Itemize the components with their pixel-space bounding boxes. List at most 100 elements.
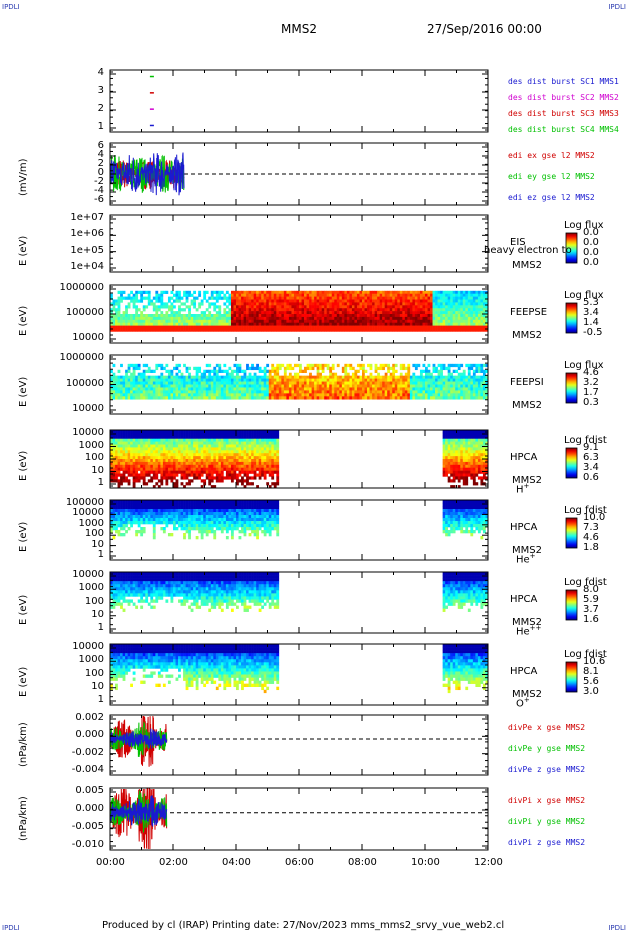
colorbar-title: Log flux [564, 220, 604, 231]
series-legend-label: divPe y gse MMS2 [508, 744, 586, 753]
series-legend-label: divPi y gse MMS2 [508, 817, 586, 826]
y-tick-label: -4 [94, 185, 104, 196]
colorbar-value: -0.5 [583, 327, 603, 338]
colorbar-value: 0.0 [583, 257, 599, 268]
y-tick-label: 10000 [72, 569, 104, 580]
series-legend-label: divPi x gse MMS2 [508, 796, 586, 805]
y-tick-label: 100 [84, 667, 104, 679]
y-tick-label: -0.010 [71, 839, 104, 850]
colorbar-value: 7.3 [583, 522, 599, 533]
y-tick-label: 10 [91, 608, 104, 620]
y-tick-label: -2 [94, 176, 104, 187]
colorbar [565, 589, 578, 621]
series-line-2 [110, 721, 168, 757]
panel-divpi [109, 787, 489, 851]
colorbar-value: 5.6 [583, 676, 599, 687]
colorbar [565, 447, 578, 479]
colorbar-title: Log fdist [564, 435, 607, 446]
y-axis-label: (mV/m) [18, 158, 29, 197]
y-tick-label: 2 [97, 158, 104, 169]
instrument-label: HPCA [510, 594, 538, 605]
y-tick-label: 6 [97, 140, 104, 151]
spacecraft-label: MMS2 [512, 330, 542, 341]
y-tick-label: 1 [97, 549, 104, 560]
y-tick-label: 1e+05 [70, 244, 104, 256]
footer-text: Produced by cl (IRAP) Printing date: 27/… [102, 920, 505, 931]
panel-edi [109, 142, 489, 206]
colorbar-title: Log flux [564, 360, 604, 371]
colorbar [565, 661, 578, 693]
y-axis-label: E (eV) [18, 594, 29, 625]
panel-feepsi [109, 354, 489, 415]
y-axis-label: E (eV) [18, 521, 29, 552]
corner-label-bottom-left: IPDLI [2, 924, 20, 932]
y-tick-label: 1000 [78, 654, 104, 666]
y-tick-label: 1 [97, 694, 104, 705]
colorbar-value: 1.7 [583, 387, 599, 398]
series-legend-label: des dist burst SC1 MMS1 [508, 77, 619, 86]
x-tick-label: 10:00 [411, 857, 440, 868]
series-legend-label: divPi z gse MMS2 [508, 838, 586, 847]
instrument-label: EIS [510, 237, 526, 248]
series-legend-label: des dist burst SC2 MMS2 [508, 93, 619, 102]
y-tick-label: 100 [84, 595, 104, 607]
colorbar [565, 232, 578, 264]
x-tick-label: 12:00 [474, 857, 503, 868]
series-line-3 [110, 152, 185, 196]
species-label: He++ [516, 624, 542, 638]
y-tick-label: -0.004 [71, 764, 104, 775]
colorbar-value: 4.6 [583, 367, 599, 378]
colorbar-title: Log flux [564, 290, 604, 301]
y-tick-label: 1e+07 [70, 212, 104, 223]
colorbar-value: 3.2 [583, 377, 599, 388]
y-tick-label: 0 [97, 167, 104, 178]
corner-label-top-right: IPDLI [608, 3, 626, 11]
species-charge: ++ [529, 624, 542, 632]
spacecraft-label: MMS2 [512, 400, 542, 411]
y-axis-label: E (eV) [18, 376, 29, 407]
series-legend-label: des dist burst SC3 MMS3 [508, 109, 619, 118]
x-tick-label: 02:00 [159, 857, 188, 868]
panel-divpe [109, 714, 489, 776]
colorbar [565, 372, 578, 404]
colorbar-value: 1.4 [583, 317, 599, 328]
colorbar-value: 0.3 [583, 397, 599, 408]
instrument-label: FEEPSE [510, 307, 548, 318]
y-tick-label: 10000 [72, 427, 104, 438]
colorbar-value: 1.6 [583, 614, 599, 625]
species-label: O+ [516, 696, 530, 710]
colorbar-value: 5.3 [583, 297, 599, 308]
colorbar-value: 0.0 [583, 237, 599, 248]
colorbar [565, 517, 578, 549]
spacecraft-label: MMS2 [512, 689, 542, 700]
y-tick-label: 100000 [65, 497, 104, 508]
y-tick-label: 4 [97, 149, 104, 160]
species-charge: + [523, 482, 530, 490]
y-axis-label: (nPa/km) [18, 796, 29, 841]
y-tick-label: 1 [97, 622, 104, 633]
y-tick-label: 1e+06 [70, 228, 104, 240]
y-tick-label: 10 [91, 538, 104, 550]
y-tick-label: 100000 [65, 307, 104, 318]
y-tick-label: 2 [97, 103, 104, 114]
y-tick-label: 100000 [65, 377, 104, 389]
y-axis-label: (nPa/km) [18, 722, 29, 767]
y-tick-label: 1000000 [59, 352, 104, 363]
y-tick-label: 1 [97, 477, 104, 488]
species-charge: + [523, 696, 530, 704]
y-tick-label: 0.005 [75, 785, 104, 796]
panel-burst [109, 69, 489, 133]
series-legend-label: edi ez gse l2 MMS2 [508, 193, 595, 202]
y-tick-label: 10000 [72, 332, 104, 343]
colorbar-value: 3.7 [583, 604, 599, 615]
colorbar-value: 3.4 [583, 307, 599, 318]
x-tick-label: 08:00 [348, 857, 377, 868]
y-tick-label: 3 [97, 85, 104, 96]
y-tick-label: -6 [94, 194, 104, 205]
colorbar-value: 10.0 [583, 512, 606, 523]
y-tick-label: 100 [84, 452, 104, 463]
y-tick-label: 100 [84, 528, 104, 540]
spacecraft-label: MMS2 [512, 617, 542, 628]
y-tick-label: 0.000 [75, 729, 104, 741]
